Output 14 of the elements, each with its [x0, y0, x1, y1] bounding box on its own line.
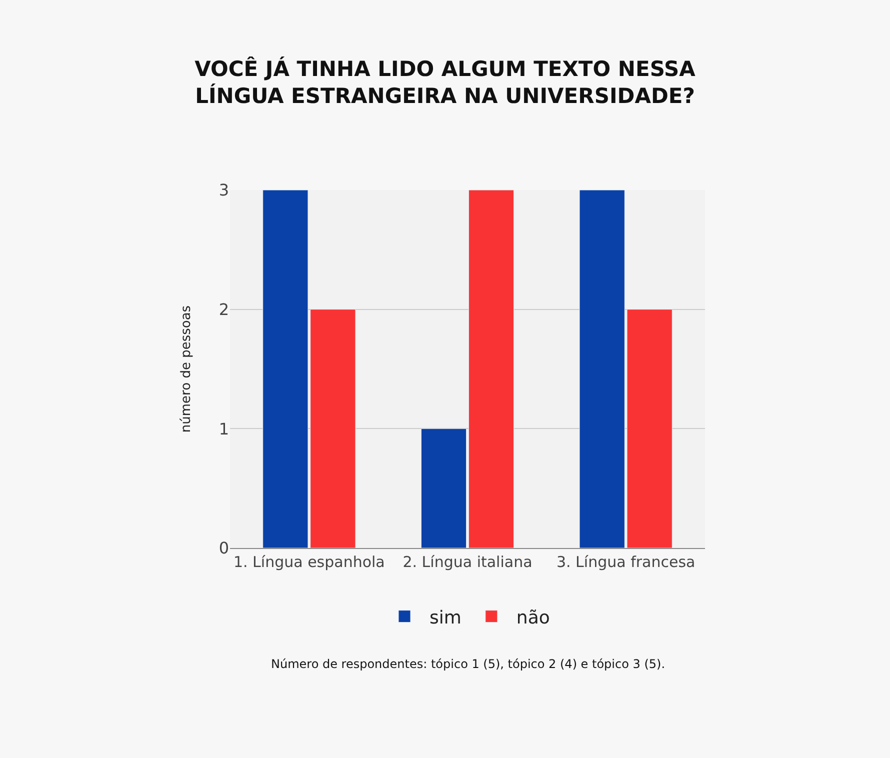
- y-tick-label: 2: [218, 300, 229, 319]
- x-tick-label: 3. Língua francesa: [556, 553, 696, 571]
- y-axis-title: número de pessoas: [178, 305, 194, 433]
- bar: [420, 428, 467, 548]
- y-tick-label: 3: [218, 180, 229, 200]
- x-tick-label: 2. Língua italiana: [402, 553, 532, 571]
- y-tick-label: 0: [218, 538, 229, 558]
- legend-label: sim: [430, 607, 462, 628]
- chart-title: VOCÊ JÁ TINHA LIDO ALGUM TEXTO NESSA LÍNGUA ESTRANGEIRA NA UNIVERSIDADE?: [194, 56, 696, 108]
- text: Número de respondentes: tópico 1 (5), tópico 2 (4) e tópico 3 (5).: [271, 657, 666, 671]
- y-tick-label: 1: [218, 419, 229, 438]
- bar: [468, 190, 514, 548]
- legend-label: não: [516, 607, 550, 628]
- x-tick-label: 1. Língua espanhola: [233, 553, 385, 571]
